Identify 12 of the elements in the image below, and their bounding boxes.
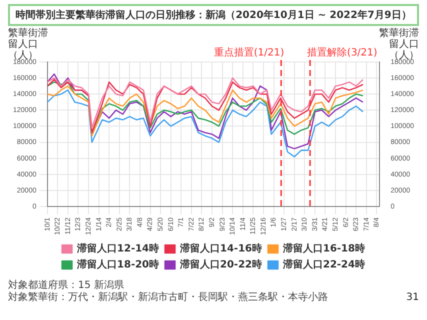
legend-label: 滞留人口22-24時	[282, 258, 365, 271]
text: 31	[406, 292, 419, 304]
text: 対象繁華街：万代・新潟駅・新潟市古町・長岡駅・燕三条駅・本寺小路	[8, 292, 328, 304]
legend-label: 滞留人口20-22時	[179, 258, 262, 271]
legend-label: 滞留人口14-16時	[179, 242, 262, 255]
ref-line-label: 重点措置(1/21)	[214, 46, 284, 59]
legend-label: 滞留人口18-20時	[76, 258, 160, 271]
ref-line-label: 措置解除(3/21)	[307, 46, 378, 59]
legend-label: 滞留人口12-14時	[76, 242, 160, 255]
text: 対象都道府県：15 新潟県	[8, 280, 125, 292]
legend-label: 滞留人口16-18時	[282, 242, 365, 255]
chart-title: 時間帯別主要繁華街滞留人口の日別推移：新潟（2020年10月1日 ~ 2022年7月9日）	[8, 4, 419, 26]
